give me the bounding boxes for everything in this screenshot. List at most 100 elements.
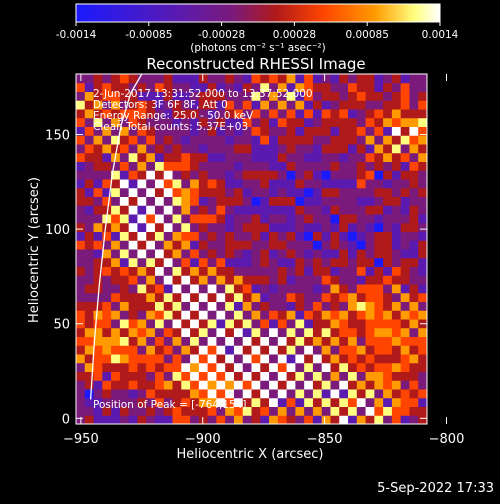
heatmap-cell [269,292,279,302]
heatmap-cell [128,144,138,154]
heatmap-cell [383,310,393,320]
heatmap-cell [312,310,323,320]
heatmap-cell [356,345,367,355]
heatmap-cell [348,100,358,110]
heatmap-cell [330,284,340,294]
heatmap-cell [172,371,182,381]
heatmap-cell [409,415,419,424]
heatmap-cell [146,152,156,162]
heatmap-cell [84,345,95,355]
heatmap-cell [137,397,147,407]
heatmap-cell [146,336,156,346]
colorbar-tick-label: -0.00028 [198,29,245,41]
heatmap-cell [172,249,182,259]
colorbar-gradient [75,3,441,23]
heatmap-cell [286,161,296,171]
heatmap-cell [225,179,235,189]
heatmap-cell [216,222,226,232]
heatmap-cell [295,179,305,189]
heatmap-cell [111,371,121,381]
heatmap-cell [225,284,235,294]
heatmap-cell [269,397,279,407]
heatmap-cell [418,117,427,127]
x-tick-label: −950 [63,432,99,447]
heatmap-cell [391,196,402,206]
heatmap-cell [277,100,288,110]
heatmap-cell [172,257,182,267]
heatmap-cell [102,91,112,101]
heatmap-cell [76,397,86,407]
heatmap-cell [128,240,138,250]
heatmap-cell [374,319,384,329]
heatmap-cell [356,292,367,302]
heatmap-cell [84,161,95,171]
heatmap-cell [365,266,375,276]
heatmap-cell [312,397,323,407]
heatmap-cell [286,117,296,127]
heatmap-cell [181,144,191,154]
heatmap-cell [304,301,314,311]
heatmap-cell [260,74,270,84]
heatmap-cell [119,327,130,337]
heatmap-cell [277,327,288,337]
heatmap-cell [181,406,191,416]
heatmap-cell [400,249,410,259]
heatmap-cell [277,406,288,416]
heatmap-cell [190,91,200,101]
heatmap-cell [365,275,375,285]
heatmap-cell [84,205,95,215]
heatmap-cell [225,231,235,241]
heatmap-cell [207,406,217,416]
heatmap-cell [242,135,252,145]
heatmap-cell [84,214,95,224]
heatmap-cell [207,266,217,276]
heatmap-cell [418,100,427,110]
heatmap-cell [304,249,314,259]
heatmap-cell [391,301,402,311]
heatmap-cell [137,319,147,329]
heatmap-cell [233,135,244,145]
y-axis-label: Heliocentric Y (arcsec) [27,177,42,323]
heatmap-cell [190,415,200,424]
heatmap-cell [76,275,86,285]
heatmap-cell [286,345,296,355]
solar-limb-curve [89,74,143,400]
heatmap-cell [409,170,419,180]
heatmap-cell [418,345,427,355]
heatmap-cell [242,415,252,424]
heatmap-cell [102,187,112,197]
heatmap-cell [233,109,244,119]
heatmap-cell [260,144,270,154]
heatmap-cell [163,336,174,346]
heatmap-cell [181,415,191,424]
heatmap-cell [172,389,182,399]
heatmap-cell [163,100,174,110]
heatmap-cell [260,327,270,337]
heatmap-cell [348,196,358,206]
heatmap-cell [348,240,358,250]
heatmap-cell [391,240,402,250]
heatmap-cell [181,284,191,294]
heatmap-cell [304,170,314,180]
heatmap-cell [111,406,121,416]
heatmap-cell [198,275,209,285]
heatmap-cell [400,179,410,189]
heatmap-cell [269,222,279,232]
heatmap-cell [207,205,217,215]
heatmap-cell [207,109,217,119]
heatmap-cell [154,222,165,232]
heatmap-cell [119,91,130,101]
heatmap-cell [137,100,147,110]
heatmap-cell [418,109,427,119]
heatmap-cell [198,354,209,364]
heatmap-cell [207,231,217,241]
heatmap-cell [365,415,375,424]
heatmap-cell [190,161,200,171]
heatmap-cell [146,126,156,136]
heatmap-cell [348,380,358,390]
heatmap-cell [76,231,86,241]
heatmap-cell [233,362,244,372]
heatmap-cell [146,319,156,329]
heatmap-cell [339,179,349,189]
heatmap-cell [391,214,402,224]
